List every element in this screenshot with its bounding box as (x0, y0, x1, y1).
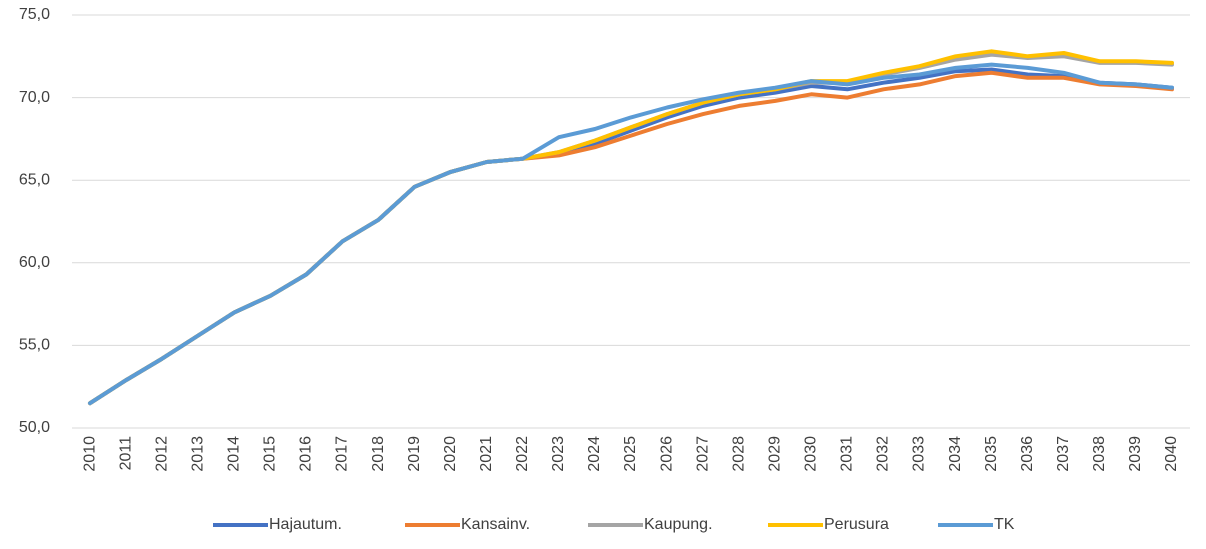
y-tick-label: 65,0 (19, 171, 50, 188)
x-tick-label: 2031 (839, 436, 856, 472)
legend-label: TK (994, 516, 1015, 533)
y-tick-label: 55,0 (19, 337, 50, 354)
x-tick-label: 2015 (262, 436, 279, 472)
legend-label: Kaupung. (644, 516, 713, 533)
series-line (88, 67, 1174, 406)
x-tick-label: 2030 (803, 436, 820, 472)
x-tick-label: 2016 (298, 436, 315, 472)
x-tick-label: 2032 (875, 436, 892, 472)
x-tick-label: 2038 (1091, 436, 1108, 472)
series-line (88, 52, 1174, 406)
x-tick-label: 2017 (334, 436, 351, 472)
y-tick-label: 75,0 (19, 6, 50, 23)
x-tick-label: 2021 (478, 436, 495, 472)
x-tick-label: 2028 (730, 436, 747, 472)
y-tick-label: 50,0 (19, 419, 50, 436)
y-tick-label: 70,0 (19, 89, 50, 106)
x-tick-label: 2022 (514, 436, 531, 472)
x-tick-label: 2013 (189, 436, 206, 472)
x-tick-label: 2023 (550, 436, 567, 472)
x-tick-label: 2040 (1163, 436, 1180, 472)
x-tick-label: 2034 (947, 436, 964, 472)
series-line (88, 62, 1174, 406)
x-tick-label: 2010 (81, 436, 98, 472)
x-tick-label: 2027 (694, 436, 711, 472)
x-tick-label: 2037 (1055, 436, 1072, 472)
x-tick-label: 2026 (658, 436, 675, 472)
x-tick-label: 2036 (1019, 436, 1036, 472)
series-line (88, 70, 1174, 406)
series-line (88, 49, 1174, 406)
legend-label: Perusura (824, 516, 889, 533)
x-tick-label: 2033 (911, 436, 928, 472)
x-tick-label: 2012 (153, 436, 170, 472)
x-tick-label: 2039 (1127, 436, 1144, 472)
x-tick-label: 2019 (406, 436, 423, 472)
x-tick-label: 2025 (622, 436, 639, 472)
x-tick-label: 2029 (766, 436, 783, 472)
x-tick-label: 2014 (226, 436, 243, 472)
legend-label: Hajautum. (269, 516, 342, 533)
x-tick-label: 2024 (586, 436, 603, 472)
x-tick-label: 2020 (442, 436, 459, 472)
x-tick-label: 2035 (983, 436, 1000, 472)
legend-label: Kansainv. (461, 516, 530, 533)
y-tick-label: 60,0 (19, 254, 50, 271)
x-tick-label: 2011 (117, 436, 134, 471)
x-tick-label: 2018 (370, 436, 387, 472)
